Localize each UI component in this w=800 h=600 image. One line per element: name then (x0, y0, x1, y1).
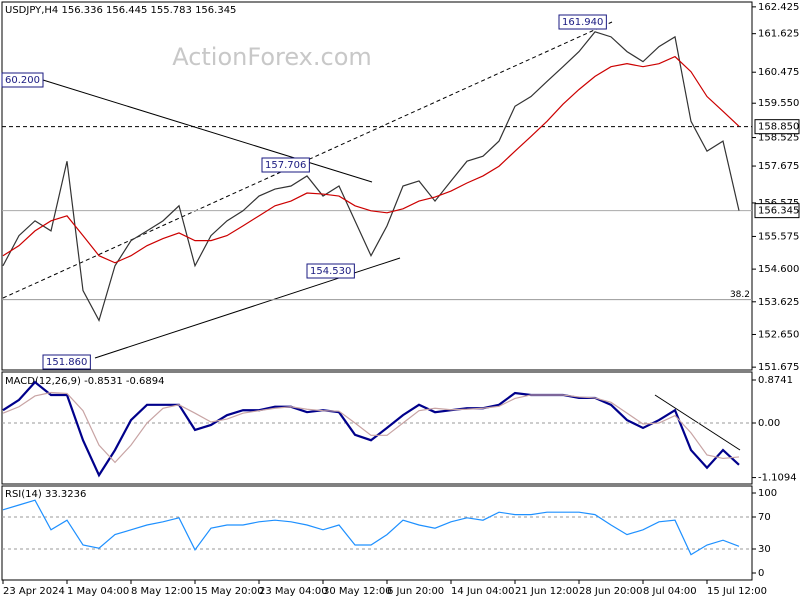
price-level-box (754, 119, 800, 135)
fib-label: 38.2 (730, 290, 750, 300)
y-tick-label: 158.525 (758, 133, 799, 144)
x-tick-label: 28 Jun 20:00 (579, 586, 643, 597)
series-line (2, 391, 740, 464)
price-level-label: 156.345 (758, 206, 799, 217)
y-tick-label: 155.575 (758, 231, 799, 242)
price-level-label: 158.850 (758, 122, 799, 133)
chart-title: USDJPY,H4 156.336 156.445 155.783 156.34… (5, 5, 236, 16)
y-tick-label: 100 (758, 488, 777, 499)
annotation-box (42, 354, 91, 370)
y-tick-label: 0.8741 (758, 375, 793, 386)
y-tick-label: 153.625 (758, 297, 799, 308)
y-tick-label: 70 (758, 512, 771, 523)
x-tick-label: 23 May 04:00 (259, 586, 328, 597)
rsi-title: RSI(14) 33.3236 (5, 489, 86, 500)
annotation: 151.860 (46, 357, 87, 368)
x-tick-label: 23 Apr 2024 (3, 586, 65, 597)
annotation: 154.530 (310, 266, 351, 277)
watermark: ActionForex.com (172, 43, 372, 71)
series-line (2, 499, 740, 556)
annotation: 157.706 (265, 160, 306, 171)
y-tick-label: 160.475 (758, 67, 799, 78)
x-tick-label: 21 Jun 12:00 (515, 586, 579, 597)
y-tick-label: 154.600 (758, 264, 799, 275)
y-tick-label: 152.650 (758, 329, 799, 340)
annotation-box (306, 263, 355, 279)
y-tick-label: 162.425 (758, 2, 799, 13)
y-tick-label: 30 (758, 544, 771, 555)
y-tick-label: 161.625 (758, 29, 799, 40)
y-tick-label: 159.550 (758, 98, 799, 109)
panel-frame (1, 371, 753, 485)
x-tick-label: 14 Jun 04:00 (451, 586, 515, 597)
x-tick-label: 8 May 12:00 (131, 586, 193, 597)
annotation: 161.940 (562, 17, 603, 28)
annotation-box (1, 72, 44, 88)
series-line (2, 31, 740, 322)
y-tick-label: 0 (758, 568, 764, 579)
x-tick-label: 15 Jul 12:00 (707, 586, 767, 597)
price-level-box (754, 203, 800, 219)
trendline (42, 79, 373, 183)
macd-trendline (654, 394, 741, 451)
x-tick-label: 15 May 20:00 (195, 586, 264, 597)
y-tick-label: -1.1094 (758, 473, 797, 484)
x-tick-label: 30 May 12:00 (323, 586, 392, 597)
annotation-box (261, 157, 310, 173)
x-tick-label: 8 Jul 04:00 (643, 586, 697, 597)
x-tick-label: 6 Jun 20:00 (387, 586, 444, 597)
y-tick-label: 157.675 (758, 161, 799, 172)
panel-frame (1, 1, 753, 371)
annotation-box (558, 14, 607, 30)
annotation: 60.200 (5, 75, 40, 86)
y-tick-label: 0.00 (758, 418, 780, 429)
y-tick-label: 151.675 (758, 362, 799, 373)
series-line (2, 380, 740, 478)
series-line (2, 55, 740, 264)
macd-title: MACD(12,26,9) -0.8531 -0.6894 (5, 376, 165, 387)
panel-frame (1, 485, 753, 581)
x-tick-label: 1 May 04:00 (67, 586, 129, 597)
